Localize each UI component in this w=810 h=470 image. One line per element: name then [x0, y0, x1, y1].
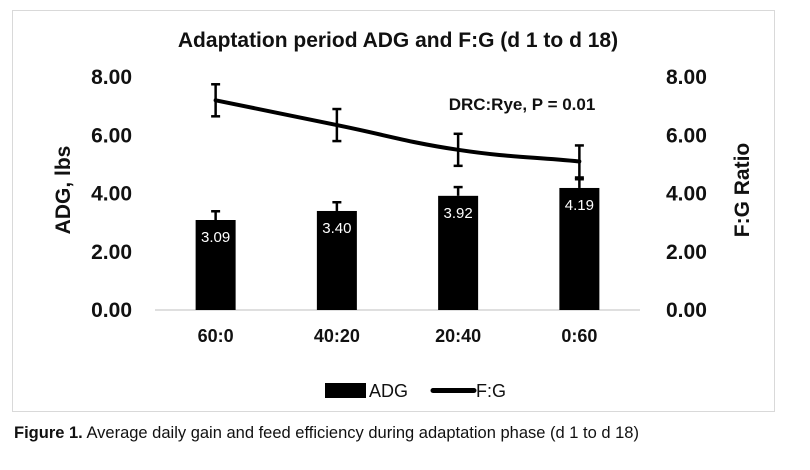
bar-data-label: 3.09 [201, 229, 230, 246]
x-axis-ticks: 60:0 40:20 20:40 0:60 [198, 326, 598, 346]
x-tick-label: 0:60 [561, 326, 597, 346]
bar [438, 195, 479, 310]
legend: ADG F:G [325, 381, 506, 401]
y-left-tick-label: 0.00 [91, 299, 132, 322]
y-left-tick-label: 4.00 [91, 183, 132, 206]
bar-data-label: 4.19 [565, 197, 594, 214]
fg-line-series [211, 83, 584, 179]
chart-title: Adaptation period ADG and F:G (d 1 to d … [178, 29, 618, 52]
y-left-tick-label: 8.00 [91, 66, 132, 89]
x-tick-label: 20:40 [435, 326, 481, 346]
legend-fg-label: F:G [476, 381, 506, 401]
y-right-tick-label: 6.00 [666, 124, 707, 147]
y-right-tick-label: 2.00 [666, 241, 707, 264]
legend-adg-label: ADG [369, 381, 408, 401]
caption-label: Figure 1. [14, 424, 83, 442]
y-left-tick-label: 2.00 [91, 241, 132, 264]
y-right-tick-label: 8.00 [666, 66, 707, 89]
x-tick-label: 60:0 [198, 326, 234, 346]
y-left-tick-label: 6.00 [91, 124, 132, 147]
legend-adg-swatch [325, 383, 366, 398]
bar [559, 187, 600, 310]
chart-frame [12, 10, 775, 412]
adg-bars [195, 187, 600, 310]
figure-caption: Figure 1. Average daily gain and feed ef… [14, 424, 639, 443]
y-right-tick-label: 0.00 [666, 299, 707, 322]
y-axis-right-label: F:G Ratio [731, 143, 754, 238]
caption-text: Average daily gain and feed efficiency d… [82, 424, 639, 442]
bar-data-label: 3.92 [444, 205, 473, 222]
bar [195, 220, 236, 310]
fg-line [213, 98, 582, 164]
x-tick-label: 40:20 [314, 326, 360, 346]
significance-annotation: DRC:Rye, P = 0.01 [449, 95, 596, 114]
y-axis-left-ticks: 0.00 2.00 4.00 6.00 8.00 [91, 66, 132, 322]
adg-error-bars [211, 177, 584, 221]
y-axis-left-label: ADG, lbs [52, 146, 75, 235]
y-axis-right-ticks: 0.00 2.00 4.00 6.00 8.00 [666, 66, 707, 322]
y-right-tick-label: 4.00 [666, 183, 707, 206]
bar-data-label: 3.40 [322, 220, 351, 237]
adg-data-labels: 3.09 3.40 3.92 4.19 [201, 197, 594, 246]
bar [316, 210, 357, 310]
